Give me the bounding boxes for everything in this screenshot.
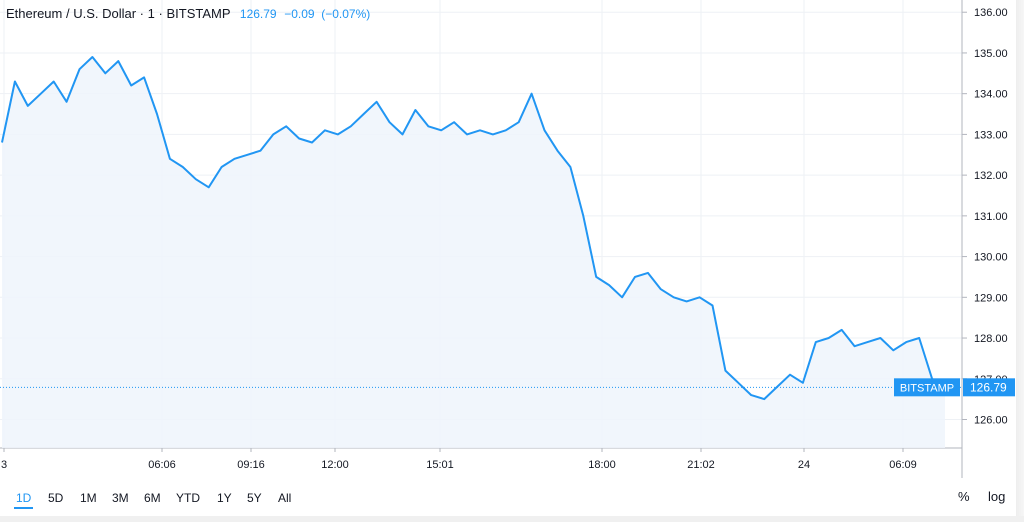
price-change-percent: (−0.07%) — [321, 7, 371, 21]
y-tick-label: 126.00 — [974, 414, 1008, 426]
x-tick-label: 18:00 — [588, 459, 616, 471]
x-tick-label: 12:00 — [321, 459, 349, 471]
separator-dot: · — [158, 6, 163, 21]
y-tick-label: 130.00 — [974, 252, 1008, 264]
x-tick-label: 24 — [798, 459, 810, 471]
frame-edge — [1016, 0, 1024, 522]
x-tick-label: 15:01 — [426, 459, 454, 471]
range-button-1m[interactable]: 1M — [80, 491, 97, 505]
range-button-ytd[interactable]: YTD — [176, 491, 200, 505]
range-button-3m[interactable]: 3M — [112, 491, 129, 505]
percent-scale-toggle[interactable]: % — [958, 489, 970, 504]
frame-edge — [0, 516, 1024, 522]
y-tick-label: 131.00 — [974, 211, 1008, 223]
range-button-1y[interactable]: 1Y — [217, 491, 232, 505]
last-price-tag-label: 126.79 — [970, 380, 1007, 394]
y-tick-label: 135.00 — [974, 48, 1008, 60]
range-button-6m[interactable]: 6M — [144, 491, 161, 505]
y-tick-label: 134.00 — [974, 89, 1008, 101]
range-button-1d[interactable]: 1D — [14, 489, 34, 509]
range-button-5y[interactable]: 5Y — [247, 491, 262, 505]
x-tick-label: 06:06 — [148, 459, 176, 471]
legend-header: Ethereum / U.S. Dollar · 1 · BITSTAMP 12… — [6, 6, 370, 21]
last-price-tag — [963, 378, 1015, 397]
exchange-label: BITSTAMP — [166, 6, 231, 21]
y-tick-label: 136.00 — [974, 7, 1008, 19]
separator-dot: · — [139, 6, 145, 21]
x-tick-label: 3 — [1, 459, 7, 471]
y-tick-label: 132.00 — [974, 170, 1008, 182]
exchange-tag — [894, 378, 960, 397]
y-tick-label: 133.00 — [974, 129, 1008, 141]
range-button-all[interactable]: All — [278, 491, 292, 505]
price-area — [2, 57, 945, 448]
log-scale-toggle[interactable]: log — [988, 489, 1006, 504]
y-tick-label: 128.00 — [974, 333, 1008, 345]
symbol-title: Ethereum / U.S. Dollar — [6, 6, 137, 21]
last-price: 126.79 — [239, 7, 277, 21]
interval-label: 1 — [147, 6, 155, 21]
range-toolbar: 1D 5D 1M 3M 6M YTD 1Y 5Y All % log — [0, 484, 1024, 514]
y-tick-label: 129.00 — [974, 292, 1008, 304]
x-tick-label: 21:02 — [687, 459, 715, 471]
x-tick-label: 06:09 — [889, 459, 917, 471]
price-line — [1, 56, 946, 401]
exchange-tag-label: BITSTAMP — [900, 382, 954, 394]
range-button-5d[interactable]: 5D — [48, 491, 64, 505]
price-change: −0.09 — [284, 7, 315, 21]
x-tick-label: 09:16 — [237, 459, 265, 471]
